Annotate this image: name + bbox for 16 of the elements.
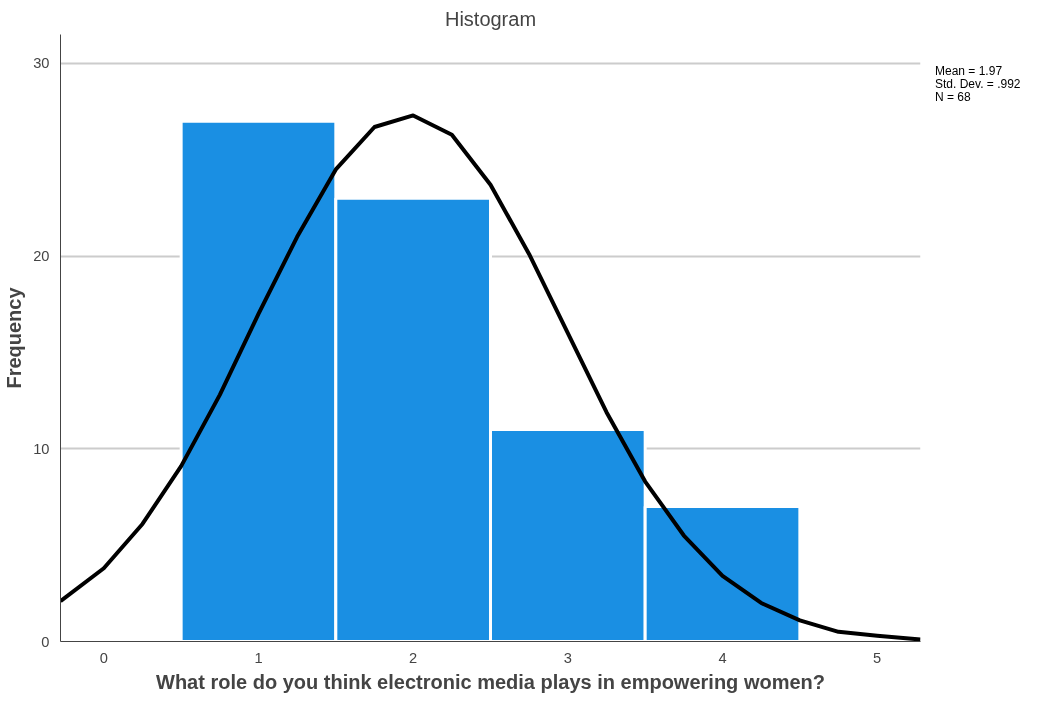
y-tick-label: 30	[33, 55, 50, 72]
text: Std. Dev. = .992	[935, 77, 1021, 91]
text: N = 68	[935, 90, 972, 104]
chart-title: Histogram	[444, 7, 537, 30]
x-tick-label: 3	[563, 649, 572, 666]
x-tick-label: 1	[254, 649, 263, 666]
text: Mean = 1.97	[935, 64, 1004, 78]
x-tick-label: 2	[409, 649, 418, 666]
y-axis-title: Frequency	[3, 286, 26, 389]
y-tick-label: 0	[41, 633, 50, 650]
x-tick-label: 5	[873, 649, 882, 666]
x-tick-label: 0	[99, 649, 108, 666]
y-tick-label: 20	[33, 248, 50, 265]
y-tick-label: 10	[33, 440, 50, 457]
x-tick-label: 4	[718, 649, 727, 666]
x-axis-title: What role do you think electronic media plays in empowering women?	[156, 670, 825, 693]
